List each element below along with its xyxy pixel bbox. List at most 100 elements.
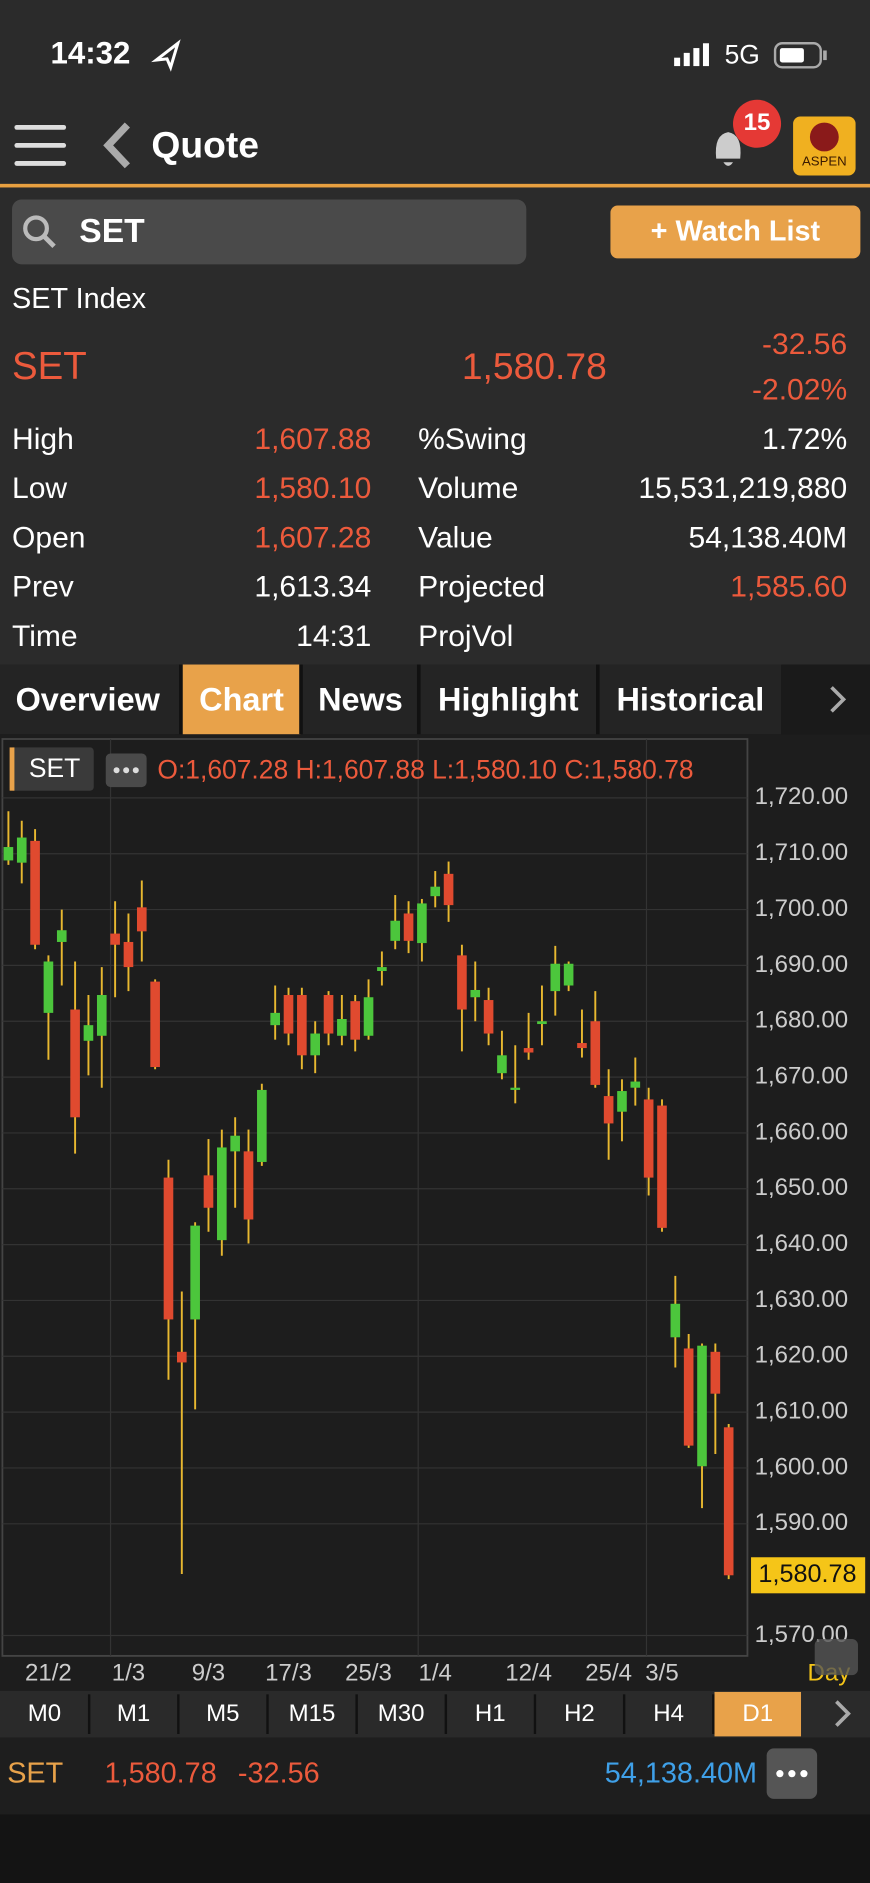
- legend-clip: O:1,607.28 H:1,607.88 L:1,580.10 C:1,580…: [157, 754, 693, 784]
- tab[interactable]: [302, 664, 419, 735]
- bottom-bar-bg: [0, 1737, 870, 1815]
- stat-value: 1.72%: [762, 423, 847, 456]
- y-tick-label: 1,680.00: [755, 1007, 848, 1034]
- back-button[interactable]: [103, 122, 131, 169]
- candle-body: [683, 1348, 694, 1446]
- stat-value: 1,607.88: [254, 423, 371, 456]
- quote-symbol: SET: [12, 345, 87, 388]
- x-tick-label: 1/4: [419, 1659, 452, 1686]
- bottom-last: 1,580.78: [105, 1757, 217, 1789]
- candle-body: [350, 1001, 361, 1040]
- candle-body: [16, 837, 27, 863]
- candle-body: [297, 995, 307, 1056]
- intervals-more[interactable]: [835, 1700, 851, 1727]
- candle-body: [443, 873, 454, 906]
- search-query: SET: [79, 213, 145, 250]
- x-tick-label: 9/3: [192, 1659, 225, 1686]
- candle-body: [270, 1012, 280, 1026]
- candle-body: [577, 1043, 587, 1049]
- quote-last: 1,580.78: [462, 345, 607, 387]
- candle-body: [163, 1177, 174, 1320]
- interval-button[interactable]: [357, 1691, 445, 1737]
- tab-label: News: [318, 681, 403, 717]
- x-tick-label: 1/3: [112, 1659, 145, 1686]
- last-price-tag: [751, 1557, 866, 1594]
- bell-icon[interactable]: [715, 132, 741, 166]
- candle-body: [257, 1089, 267, 1162]
- interval-active[interactable]: [714, 1691, 802, 1737]
- candle-body: [217, 1147, 227, 1241]
- candle-body: [337, 1019, 347, 1036]
- quote-change: -32.56: [762, 328, 847, 361]
- interval-button[interactable]: [447, 1691, 534, 1737]
- tab[interactable]: [0, 664, 176, 735]
- candle-body: [457, 955, 467, 1010]
- x-tick-label: 21/2: [25, 1659, 72, 1686]
- candle-body: [43, 961, 54, 1013]
- interval-button[interactable]: [179, 1691, 267, 1737]
- header-bg: [0, 0, 870, 665]
- interval-button[interactable]: [1, 1691, 88, 1737]
- candle-body: [123, 941, 134, 968]
- last-price-label: 1,580.78: [758, 1560, 856, 1588]
- candle-body: [177, 1351, 187, 1363]
- candle-body: [697, 1345, 707, 1467]
- candle-body: [497, 1055, 507, 1074]
- interval-label: M30: [378, 1700, 425, 1727]
- expand-button[interactable]: [814, 1639, 858, 1676]
- candle-body: [430, 886, 441, 897]
- interval-button[interactable]: [90, 1691, 177, 1737]
- candle-body: [96, 995, 107, 1036]
- tabs-more[interactable]: [781, 664, 870, 735]
- y-tick-label: 1,640.00: [755, 1230, 848, 1257]
- interval-button[interactable]: [536, 1691, 623, 1737]
- x-tick-label: 25/3: [345, 1659, 392, 1686]
- menu-button[interactable]: [14, 124, 67, 166]
- bottom-change: -32.56: [238, 1757, 320, 1789]
- candle-body: [390, 920, 401, 941]
- tab[interactable]: [182, 664, 301, 735]
- logo-text: ASPEN: [802, 154, 847, 169]
- stat-value: 15,531,219,880: [638, 472, 847, 505]
- x-tick-label: 25/4: [585, 1659, 632, 1686]
- bottom-symbol: SET: [7, 1757, 63, 1789]
- interval-label: D1: [742, 1700, 773, 1727]
- tab[interactable]: [420, 664, 597, 735]
- nav-divider: [0, 183, 870, 188]
- candle-body: [377, 967, 387, 971]
- tab[interactable]: [599, 664, 782, 735]
- quote-change-pct: -2.02%: [752, 374, 847, 407]
- stat-value: 54,138.40M: [689, 521, 848, 554]
- battery: [773, 42, 822, 69]
- bottom-menu-dots: [776, 1770, 808, 1778]
- stat-label: Projected: [418, 571, 545, 604]
- stat-label: Time: [12, 620, 78, 653]
- badge-count: 15: [744, 109, 771, 136]
- network: 5G: [725, 39, 760, 69]
- candle-body: [670, 1303, 681, 1338]
- candle-body: [403, 913, 414, 941]
- watchlist-button[interactable]: [610, 205, 861, 259]
- y-tick-label: 1,720.00: [755, 783, 848, 810]
- candle-body: [563, 963, 574, 986]
- interval-label: H4: [653, 1700, 684, 1727]
- x-tick-label: 3/5: [645, 1659, 678, 1686]
- axes: 1,720.00 1,710.00 1,700.00 1,690.00 1,680.00…: [25, 783, 866, 1686]
- candle-body: [710, 1351, 721, 1394]
- candle-body: [3, 847, 14, 861]
- interval-button[interactable]: [268, 1691, 356, 1737]
- candle-body: [243, 1151, 254, 1220]
- candle-body: [550, 963, 561, 992]
- candle-body: [617, 1091, 627, 1112]
- x-tick-label: 17/3: [265, 1659, 312, 1686]
- stat-label: Prev: [12, 571, 74, 604]
- y-tick-label: 1,710.00: [755, 839, 848, 866]
- candle-body: [30, 840, 40, 945]
- candle-body: [603, 1096, 614, 1124]
- search-box[interactable]: [12, 199, 527, 265]
- candle-body: [323, 995, 334, 1034]
- search-icon: [23, 215, 49, 242]
- interval-button[interactable]: [625, 1691, 712, 1737]
- vertical-grid: [109, 739, 648, 1656]
